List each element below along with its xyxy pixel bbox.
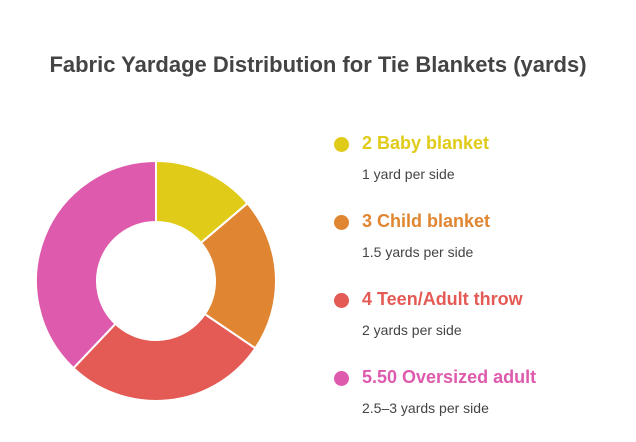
legend-description-oversized-adult: 2.5–3 yards per side: [362, 400, 489, 416]
legend-description-teen-adult-throw: 2 yards per side: [362, 322, 462, 338]
donut-slice-teen-adult-throw: [72, 312, 257, 402]
legend-swatch-oversized-adult: [334, 371, 349, 386]
legend-swatch-child-blanket: [334, 215, 349, 230]
donut-slice-child-blanket: [199, 201, 277, 350]
donut-chart: [35, 159, 277, 402]
legend-swatch-teen-adult-throw: [334, 293, 349, 308]
chart-title: Fabric Yardage Distribution for Tie Blan…: [49, 52, 587, 77]
legend-label-baby-blanket: 2 Baby blanket: [362, 133, 490, 153]
legend-description-baby-blanket: 1 yard per side: [362, 166, 455, 182]
legend-label-oversized-adult: 5.50 Oversized adult: [362, 367, 537, 387]
legend-swatch-baby-blanket: [334, 137, 349, 152]
donut-slice-oversized-adult: [35, 159, 157, 370]
legend-label-child-blanket: 3 Child blanket: [362, 211, 491, 231]
legend-description-child-blanket: 1.5 yards per side: [362, 244, 474, 260]
legend-label-teen-adult-throw: 4 Teen/Adult throw: [362, 289, 523, 309]
